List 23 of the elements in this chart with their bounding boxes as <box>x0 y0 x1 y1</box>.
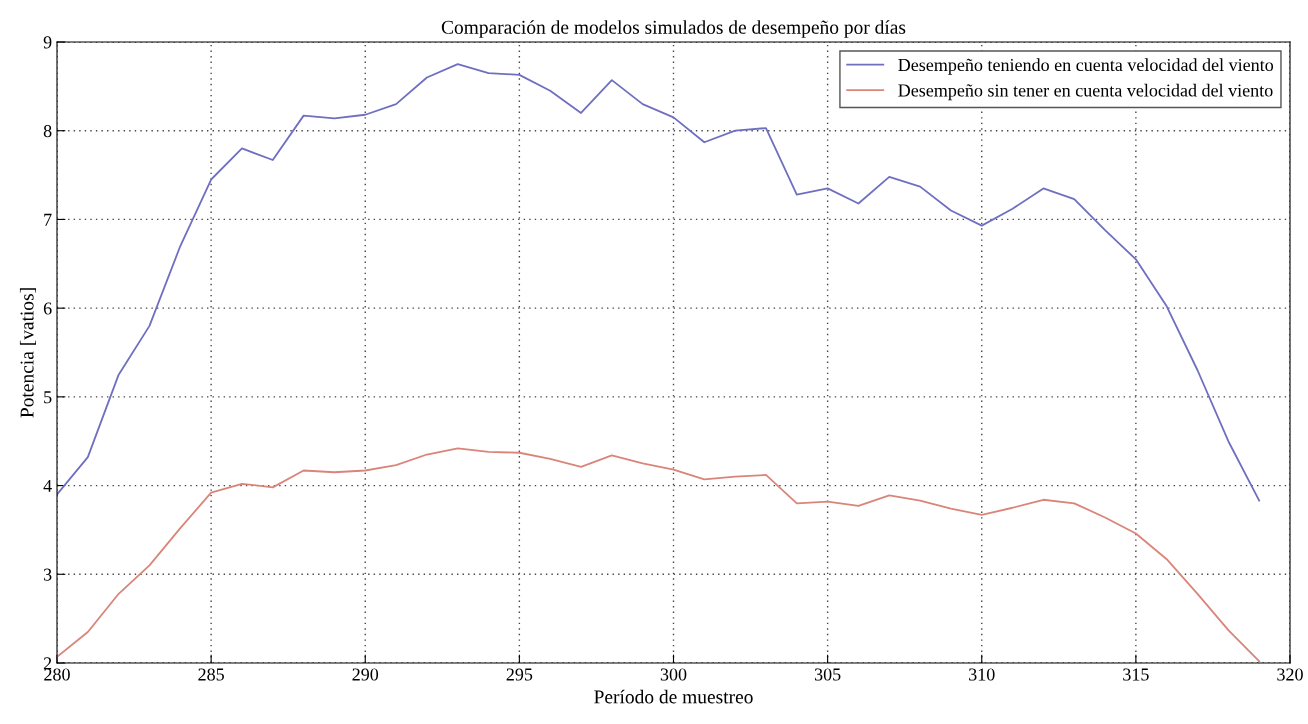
x-tick-label: 315 <box>1123 668 1149 681</box>
y-tick-label: 2 <box>43 657 52 670</box>
y-tick-label: 7 <box>44 213 52 226</box>
x-tick-label: 290 <box>352 668 379 681</box>
y-tick-label: 4 <box>43 479 52 492</box>
x-tick-label: 305 <box>814 668 841 681</box>
y-tick-label: 8 <box>43 124 52 138</box>
x-axis-title: Período de muestreo <box>594 689 753 704</box>
y-tick-label: 9 <box>43 36 52 49</box>
y-tick-label: 6 <box>43 302 52 315</box>
y-tick-label: 3 <box>43 568 52 581</box>
x-tick-label: 300 <box>660 668 687 681</box>
line-series <box>57 447 1261 663</box>
y-tick-label: 5 <box>44 391 52 404</box>
x-tick-label: 320 <box>1277 668 1303 681</box>
legend-label: Desempeño sin tener en cuenta velocidad del viento <box>898 83 1273 101</box>
x-tick-label: 280 <box>44 668 70 681</box>
chart-title: Comparación de modelos simulados de desempeño por días <box>441 20 906 38</box>
x-tick-label: 295 <box>506 668 533 681</box>
legend-label: Desempeño teniendo en cuenta velocidad del viento <box>898 58 1274 75</box>
x-tick-label: 285 <box>198 668 224 681</box>
x-tick-label: 310 <box>969 668 995 681</box>
y-axis-title: Potencia [vatios] <box>19 288 37 418</box>
